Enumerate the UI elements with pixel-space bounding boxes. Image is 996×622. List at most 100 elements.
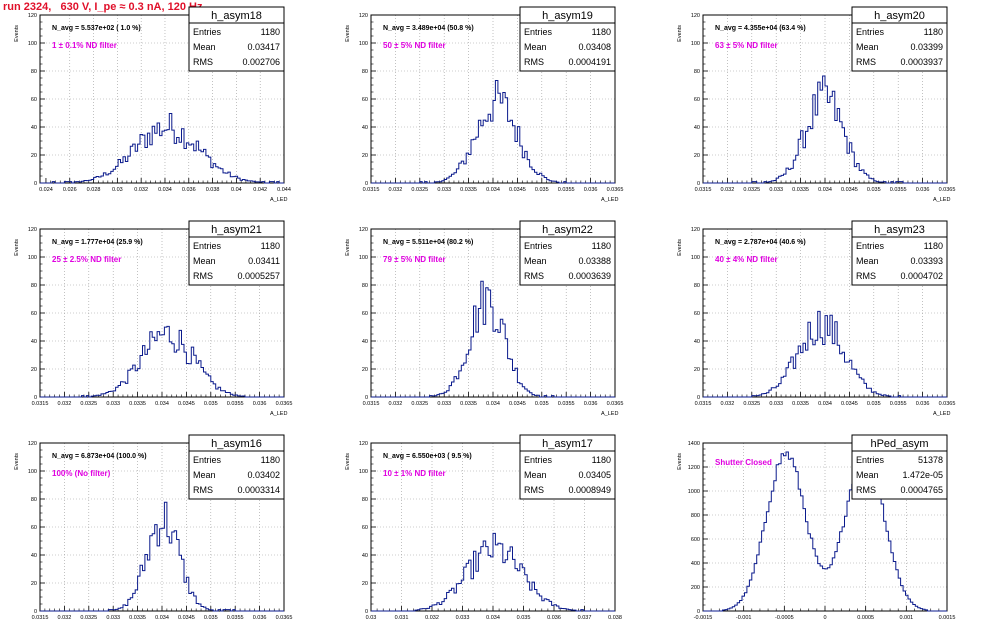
navg-label: N_avg = 1.777e+04 (25.9 %) xyxy=(52,239,143,246)
stats-value-mean: 0.03402 xyxy=(247,470,280,480)
x-tick-label: 0.036 xyxy=(584,187,598,193)
stats-label-entries: Entries xyxy=(524,241,553,251)
y-tick-label: 40 xyxy=(362,553,368,559)
navg-label: N_avg = 6.550e+03 ( 9.5 %) xyxy=(383,453,472,460)
histogram-title: hPed_asym xyxy=(870,438,928,450)
y-tick-label: 40 xyxy=(31,553,37,559)
x-tick-label: 0.0335 xyxy=(792,187,809,193)
stats-label-rms: RMS xyxy=(856,485,876,495)
y-axis-label: Events xyxy=(345,25,351,42)
y-tick-label: 100 xyxy=(359,41,368,47)
x-tick-label: 0.0355 xyxy=(558,187,575,193)
stats-value-rms: 0.0003639 xyxy=(568,271,611,281)
y-axis-label: Events xyxy=(14,25,20,42)
x-tick-label: 0.0355 xyxy=(890,187,907,193)
stats-label-rms: RMS xyxy=(524,485,544,495)
y-tick-label: 100 xyxy=(359,469,368,475)
y-tick-label: 40 xyxy=(31,125,37,131)
navg-label: N_avg = 6.873e+04 (100.0 %) xyxy=(52,453,147,460)
stats-value-entries: 1180 xyxy=(261,241,280,251)
stats-value-entries: 1180 xyxy=(261,455,280,465)
y-tick-label: 100 xyxy=(28,255,37,261)
x-tick-label: 0.044 xyxy=(277,187,291,193)
y-axis-label: Events xyxy=(345,239,351,256)
x-tick-label: 0.0365 xyxy=(607,187,624,193)
y-tick-label: 0 xyxy=(365,395,368,401)
x-tick-label: 0.024 xyxy=(39,187,53,193)
stats-value-rms: 0.0008949 xyxy=(568,485,611,495)
x-tick-label: 0.03 xyxy=(112,187,123,193)
stats-value-entries: 1180 xyxy=(592,455,611,465)
filter-label: 10 ± 1% ND filter xyxy=(383,469,446,478)
stats-label-entries: Entries xyxy=(193,241,222,251)
histogram-panel-h_asym21: 0.0315 0.032 0.0325 0.033 0.0335 0.034 0.0345 0… xyxy=(14,220,293,417)
x-tick-label: 0.031 xyxy=(395,615,409,621)
y-tick-label: 120 xyxy=(28,13,37,19)
x-tick-label: 0.0335 xyxy=(792,401,809,407)
stats-label-mean: Mean xyxy=(193,256,216,266)
x-tick-label: 0.0345 xyxy=(841,401,858,407)
stats-value-mean: 0.03411 xyxy=(248,256,280,266)
filter-label: 63 ± 5% ND filter xyxy=(715,41,778,50)
stats-value-rms: 0.0005257 xyxy=(237,271,280,281)
stats-box xyxy=(519,22,616,72)
stats-value-mean: 0.03393 xyxy=(910,256,943,266)
stats-label-mean: Mean xyxy=(524,470,547,480)
navg-label: N_avg = 4.355e+04 (63.4 %) xyxy=(715,25,806,32)
stats-value-entries: 1180 xyxy=(924,27,943,37)
stats-label-rms: RMS xyxy=(856,57,876,67)
stats-label-entries: Entries xyxy=(193,27,222,37)
x-tick-label: 0.0315 xyxy=(695,401,712,407)
y-tick-label: 0 xyxy=(34,609,37,615)
stats-label-mean: Mean xyxy=(856,42,879,52)
histogram-series xyxy=(40,325,284,398)
y-tick-label: 80 xyxy=(694,283,700,289)
navg-label: N_avg = 3.489e+04 (50.8 %) xyxy=(383,25,474,32)
stats-label-rms: RMS xyxy=(524,57,544,67)
x-tick-label: 0.034 xyxy=(155,615,169,621)
x-tick-label: 0.032 xyxy=(58,615,72,621)
x-tick-label: 0.0365 xyxy=(939,401,956,407)
histogram-series xyxy=(703,75,947,184)
x-tick-label: 0.036 xyxy=(253,401,267,407)
stats-value-mean: 1.472e-05 xyxy=(902,470,943,480)
x-tick-label: 0.042 xyxy=(253,187,267,193)
y-axis-label: Events xyxy=(677,239,683,256)
x-tick-label: 0.035 xyxy=(517,615,531,621)
y-tick-label: 120 xyxy=(691,13,700,19)
stats-value-rms: 0.0004191 xyxy=(568,57,611,67)
y-tick-label: 120 xyxy=(28,441,37,447)
x-tick-label: 0.0345 xyxy=(178,615,195,621)
x-tick-label: 0.0355 xyxy=(227,615,244,621)
x-tick-label: 0 xyxy=(823,615,826,621)
filter-label: 100% (No filter) xyxy=(52,469,111,478)
x-tick-label: 0.032 xyxy=(134,187,148,193)
stats-value-entries: 1180 xyxy=(261,27,280,37)
x-tick-label: 0.0365 xyxy=(276,401,293,407)
stats-label-rms: RMS xyxy=(524,271,544,281)
x-tick-label: 0.0355 xyxy=(890,401,907,407)
stats-label-rms: RMS xyxy=(193,271,213,281)
y-tick-label: 80 xyxy=(31,283,37,289)
x-tick-label: 0.04 xyxy=(231,187,242,193)
filter-label: 50 ± 5% ND filter xyxy=(383,41,446,50)
stats-label-mean: Mean xyxy=(524,42,547,52)
stats-label-mean: Mean xyxy=(856,256,879,266)
x-tick-label: 0.032 xyxy=(58,401,72,407)
stats-value-mean: 0.03417 xyxy=(247,42,280,52)
x-tick-label: 0.03 xyxy=(366,615,377,621)
x-tick-label: 0.034 xyxy=(818,401,832,407)
y-tick-label: 120 xyxy=(28,227,37,233)
x-tick-label: 0.0365 xyxy=(276,615,293,621)
x-tick-label: 0.035 xyxy=(204,401,218,407)
stats-label-entries: Entries xyxy=(856,27,885,37)
y-tick-label: 20 xyxy=(31,367,37,373)
x-tick-label: 0.0335 xyxy=(460,187,477,193)
y-tick-label: 80 xyxy=(31,497,37,503)
navg-label: N_avg = 5.537e+02 ( 1.0 %) xyxy=(52,25,141,32)
stats-box xyxy=(188,450,285,500)
x-axis-label: A_LED xyxy=(601,197,618,203)
x-axis-label: A_LED xyxy=(933,197,950,203)
histogram-title: h_asym23 xyxy=(874,224,925,236)
stats-label-rms: RMS xyxy=(193,485,213,495)
